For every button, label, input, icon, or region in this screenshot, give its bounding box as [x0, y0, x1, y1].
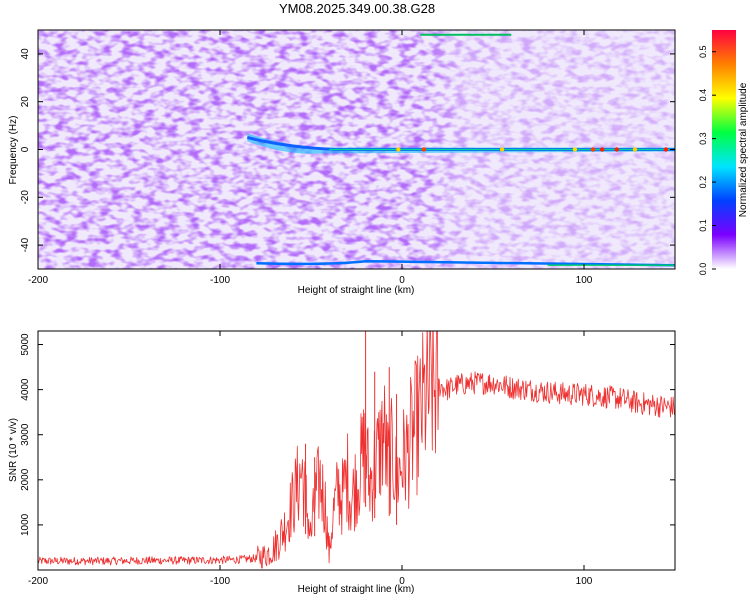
carrier-hot-spot	[600, 147, 605, 152]
colorbar-label: Normalized spectral amplitude	[738, 82, 749, 217]
spectrogram-x-tick-label: 100	[576, 275, 593, 286]
spectrogram-x-tick-label: -100	[210, 275, 230, 286]
spectrogram-y-tick-label: 20	[20, 96, 31, 108]
snr-y-tick-label: 1000	[20, 513, 31, 536]
colorbar: 0.0 0.1 0.2 0.3 0.4 0.5 Normalized spectral a…	[698, 30, 749, 275]
colorbar-tick-label: 0.2	[698, 176, 708, 189]
snr-y-tick-label: 4000	[20, 378, 31, 401]
chart-title: YM08.2025.349.00.38.G28	[278, 1, 436, 16]
spectrogram-y-tick-label: 0	[20, 146, 31, 152]
colorbar-ticks: 0.0 0.1 0.2 0.3 0.4 0.5	[698, 45, 716, 275]
snr-frame	[37, 330, 676, 571]
spectrogram-y-tick-label: -20	[20, 190, 31, 205]
spectrogram-y-tick-label: -40	[20, 237, 31, 252]
spectrogram-x-tick-label: -200	[28, 275, 48, 286]
carrier-hot-spot	[614, 147, 619, 152]
snr-x-tick-label: 0	[399, 576, 405, 587]
colorbar-tick-label: 0.4	[698, 89, 708, 102]
snr-y-tick-label: 5000	[20, 333, 31, 356]
lower-edge-line	[256, 259, 675, 267]
snr-y-axis-label: SNR (10 * v/v)	[8, 418, 19, 482]
snr-y-tick-label: 2000	[20, 468, 31, 491]
spectrogram-features	[246, 33, 675, 267]
carrier-hot-spot	[663, 147, 669, 152]
spectrogram-x-tick-label: 0	[399, 275, 405, 286]
carrier-hot-spot	[421, 147, 427, 152]
colorbar-tick-label: 0.1	[698, 219, 708, 232]
colorbar-scale	[712, 30, 736, 269]
carrier-hot-spot	[396, 147, 401, 152]
carrier-hot-spot	[572, 147, 578, 152]
spectrogram-y-axis-label: Frequency (Hz)	[8, 116, 19, 185]
snr-ticks: -200 -100 0 100 1000 2000 3000 4000 5000	[20, 331, 675, 587]
carrier-hot-spot	[499, 147, 505, 152]
spectrogram-x-axis-label: Height of straight line (km)	[298, 285, 415, 296]
snr-x-tick-label: -200	[28, 576, 48, 587]
carrier-hot-spot	[590, 147, 596, 152]
colorbar-tick-label: 0.0	[698, 263, 708, 276]
snr-line	[38, 331, 675, 569]
snr-x-tick-label: 100	[576, 576, 593, 587]
spectrogram-y-tick-label: 40	[20, 48, 31, 60]
snr-x-tick-label: -100	[210, 576, 230, 587]
snr-y-tick-label: 3000	[20, 423, 31, 446]
snr-series	[38, 331, 675, 569]
snr-panel: -200 -100 0 100 1000 2000 3000 4000 5000 Height …	[8, 330, 676, 595]
colorbar-tick-label: 0.5	[698, 45, 708, 58]
colorbar-tick-label: 0.3	[698, 132, 708, 145]
snr-plot-area	[38, 331, 675, 570]
snr-x-axis-label: Height of straight line (km)	[298, 584, 415, 595]
carrier-hot-spot	[632, 147, 638, 152]
